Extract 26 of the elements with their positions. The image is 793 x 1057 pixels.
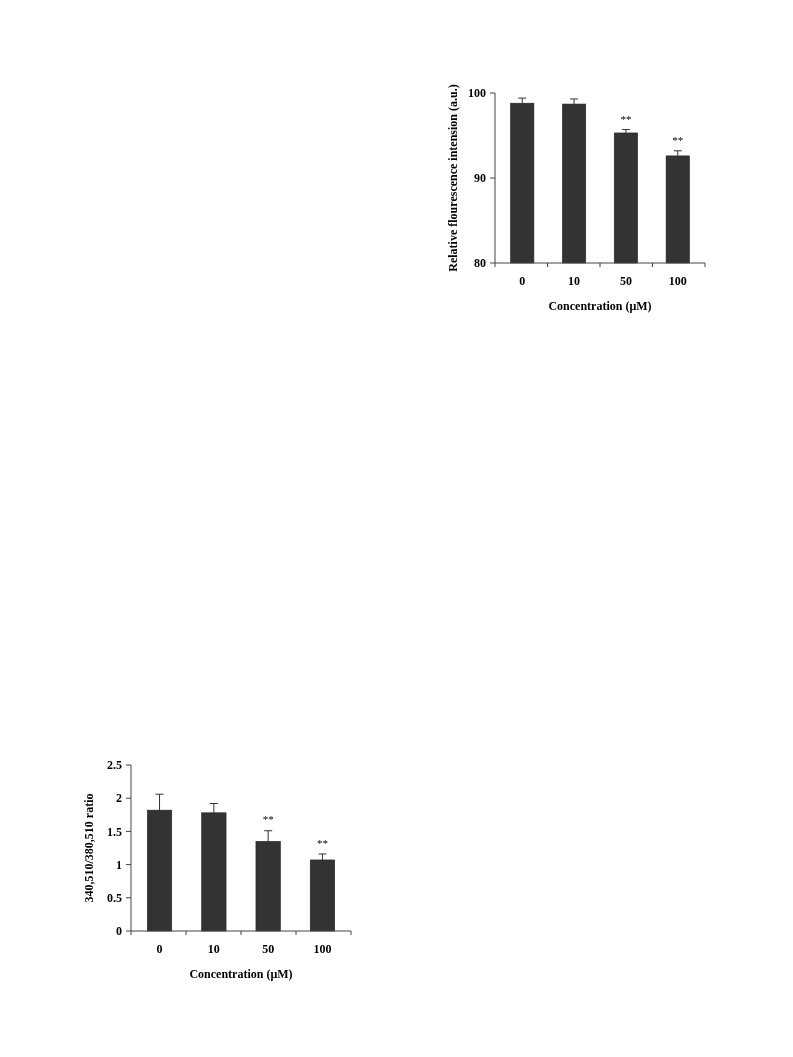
y-axis-title: 340,510/380,510 ratio <box>82 793 96 903</box>
annotation: ** <box>620 112 632 125</box>
x-tick-label: 0 <box>519 274 526 288</box>
annotation: ** <box>316 836 328 849</box>
x-tick-label: 100 <box>668 274 687 288</box>
x-tick-label: 10 <box>568 274 581 288</box>
y-tick-label: 90 <box>474 171 486 186</box>
y-tick-label: 0.5 <box>107 891 122 905</box>
x-tick-label: 50 <box>619 274 632 288</box>
y-tick-label: 0 <box>116 924 122 939</box>
annotation: ** <box>672 133 684 146</box>
y-tick-label: 100 <box>468 86 486 101</box>
y-axis-title: Relative flourescence intension (a.u.) <box>446 84 460 272</box>
y-tick-label: 80 <box>474 256 486 271</box>
y-tick-label: 2.5 <box>107 758 122 773</box>
annotation: ** <box>262 813 274 826</box>
x-tick-label: 0 <box>156 942 163 956</box>
x-axis-title: Concentration (μM) <box>189 967 293 981</box>
y-tick-label: 1.5 <box>107 824 122 839</box>
x-axis-title: Concentration (μM) <box>548 299 652 313</box>
bar <box>309 859 335 932</box>
y-tick-label: 1 <box>116 857 122 872</box>
x-tick-label: 50 <box>262 942 275 956</box>
y-tick-label: 2 <box>116 791 122 806</box>
x-tick-label: 100 <box>313 942 332 956</box>
x-tick-label: 10 <box>207 942 220 956</box>
